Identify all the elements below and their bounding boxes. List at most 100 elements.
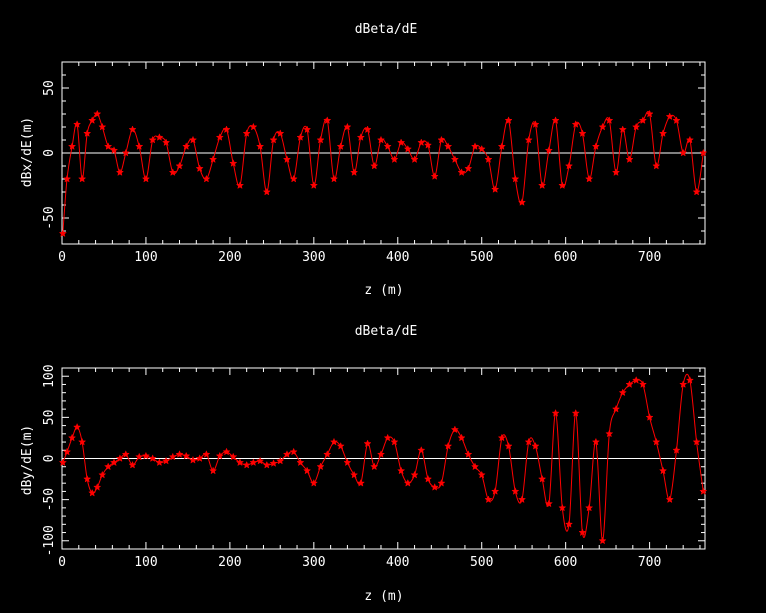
data-point-star <box>128 125 137 134</box>
data-point-star <box>658 129 668 137</box>
data-point-star <box>437 478 446 487</box>
data-point-star <box>544 146 553 154</box>
x-tick-label: 500 <box>470 250 493 265</box>
data-point-star <box>598 536 607 545</box>
data-point-star <box>336 441 345 450</box>
data-point-star <box>78 437 87 446</box>
data-point-star <box>222 125 231 134</box>
data-point-star <box>229 159 238 167</box>
data-point-star <box>93 109 102 118</box>
y-tick-label: -50 <box>42 206 57 229</box>
data-point-star <box>605 429 614 438</box>
data-point-star <box>316 135 325 144</box>
data-point-star <box>376 135 386 144</box>
data-point-star <box>242 129 251 137</box>
data-point-star <box>109 146 119 154</box>
data-point-star <box>303 125 312 134</box>
data-point-star <box>363 125 372 134</box>
data-point-star <box>141 451 151 460</box>
data-point-star <box>578 129 587 137</box>
chart-panel-dbx: dBeta/dE 0 100 200 300 400 500 600 700 -50 0 50 z … <box>20 22 708 298</box>
data-point-star <box>699 487 708 495</box>
y-axis-label: dBx/dE(m) <box>20 117 35 187</box>
data-point-star <box>685 376 694 384</box>
data-point-star <box>235 181 245 189</box>
data-point-star <box>531 120 540 128</box>
data-point-star <box>135 142 144 150</box>
data-point-star <box>222 447 231 456</box>
data-point-star <box>195 454 204 462</box>
data-point-star <box>544 499 553 508</box>
data-point-star <box>309 478 318 487</box>
data-point-star <box>363 439 372 448</box>
y-tick-label: 0 <box>42 455 57 463</box>
data-point-star <box>73 120 82 128</box>
data-point-star <box>692 187 701 196</box>
data-point-star <box>410 155 419 163</box>
x-axis-label: z (m) <box>364 589 403 604</box>
data-point-star <box>625 380 634 388</box>
data-point-star <box>58 229 67 238</box>
data-point-star <box>524 437 533 446</box>
y-tick-label: -50 <box>42 488 57 511</box>
data-point-star <box>256 456 265 465</box>
data-point-star <box>135 452 144 461</box>
y-tick-label: 50 <box>42 80 57 96</box>
data-point-star <box>423 474 433 483</box>
data-point-star <box>672 446 681 454</box>
data-point-star <box>625 155 634 163</box>
data-point-star <box>148 135 157 144</box>
data-point-star <box>370 161 379 170</box>
data-point-star <box>524 135 533 144</box>
data-point-star <box>296 133 305 141</box>
data-point-star <box>316 462 325 471</box>
y-tick-label: 50 <box>42 410 57 426</box>
data-point-star <box>350 470 359 479</box>
data-point-star <box>383 142 392 150</box>
data-point-star <box>457 433 466 442</box>
data-point-star <box>457 168 466 176</box>
data-point-star <box>93 483 102 491</box>
data-point-star <box>632 376 641 384</box>
data-point-star <box>276 129 285 137</box>
data-point-star <box>464 164 473 173</box>
data-point-star <box>350 168 359 176</box>
data-point-star <box>370 462 379 471</box>
data-point-star <box>679 148 688 157</box>
data-point-star <box>598 122 607 131</box>
data-point-star <box>397 466 406 475</box>
data-point-star <box>477 470 486 479</box>
data-point-star <box>564 161 574 170</box>
data-point-star <box>470 142 480 150</box>
data-point-star <box>356 133 365 141</box>
data-point-star <box>638 116 647 124</box>
data-point-star <box>115 454 124 462</box>
data-point-star <box>611 168 621 176</box>
data-point-star <box>188 455 198 464</box>
chart-title: dBeta/dE <box>355 324 418 339</box>
x-tick-label: 200 <box>218 250 241 265</box>
data-point-star <box>497 433 506 442</box>
data-point-star <box>618 388 627 397</box>
data-point-star <box>665 112 674 121</box>
data-point-star <box>585 503 594 512</box>
data-point-star <box>83 474 92 483</box>
data-point-star <box>88 116 97 124</box>
data-point-star <box>444 142 453 150</box>
data-point-star <box>531 441 540 450</box>
data-point-star <box>323 450 332 458</box>
data-point-star <box>78 174 87 183</box>
data-point-star <box>104 462 113 471</box>
data-point-star <box>269 459 278 467</box>
ticks: 0 100 200 300 400 500 600 700 -100 -50 0 50 100 <box>42 364 705 570</box>
data-point-star <box>242 460 251 469</box>
data-point-star <box>356 478 365 487</box>
x-tick-label: 300 <box>302 555 325 570</box>
data-point-star <box>215 133 224 141</box>
x-tick-label: 700 <box>638 555 661 570</box>
data-point-star <box>645 413 654 421</box>
data-point-star <box>558 503 567 512</box>
data-point-star <box>141 174 151 183</box>
data-point-star <box>551 408 560 417</box>
data-point-star <box>249 122 258 131</box>
